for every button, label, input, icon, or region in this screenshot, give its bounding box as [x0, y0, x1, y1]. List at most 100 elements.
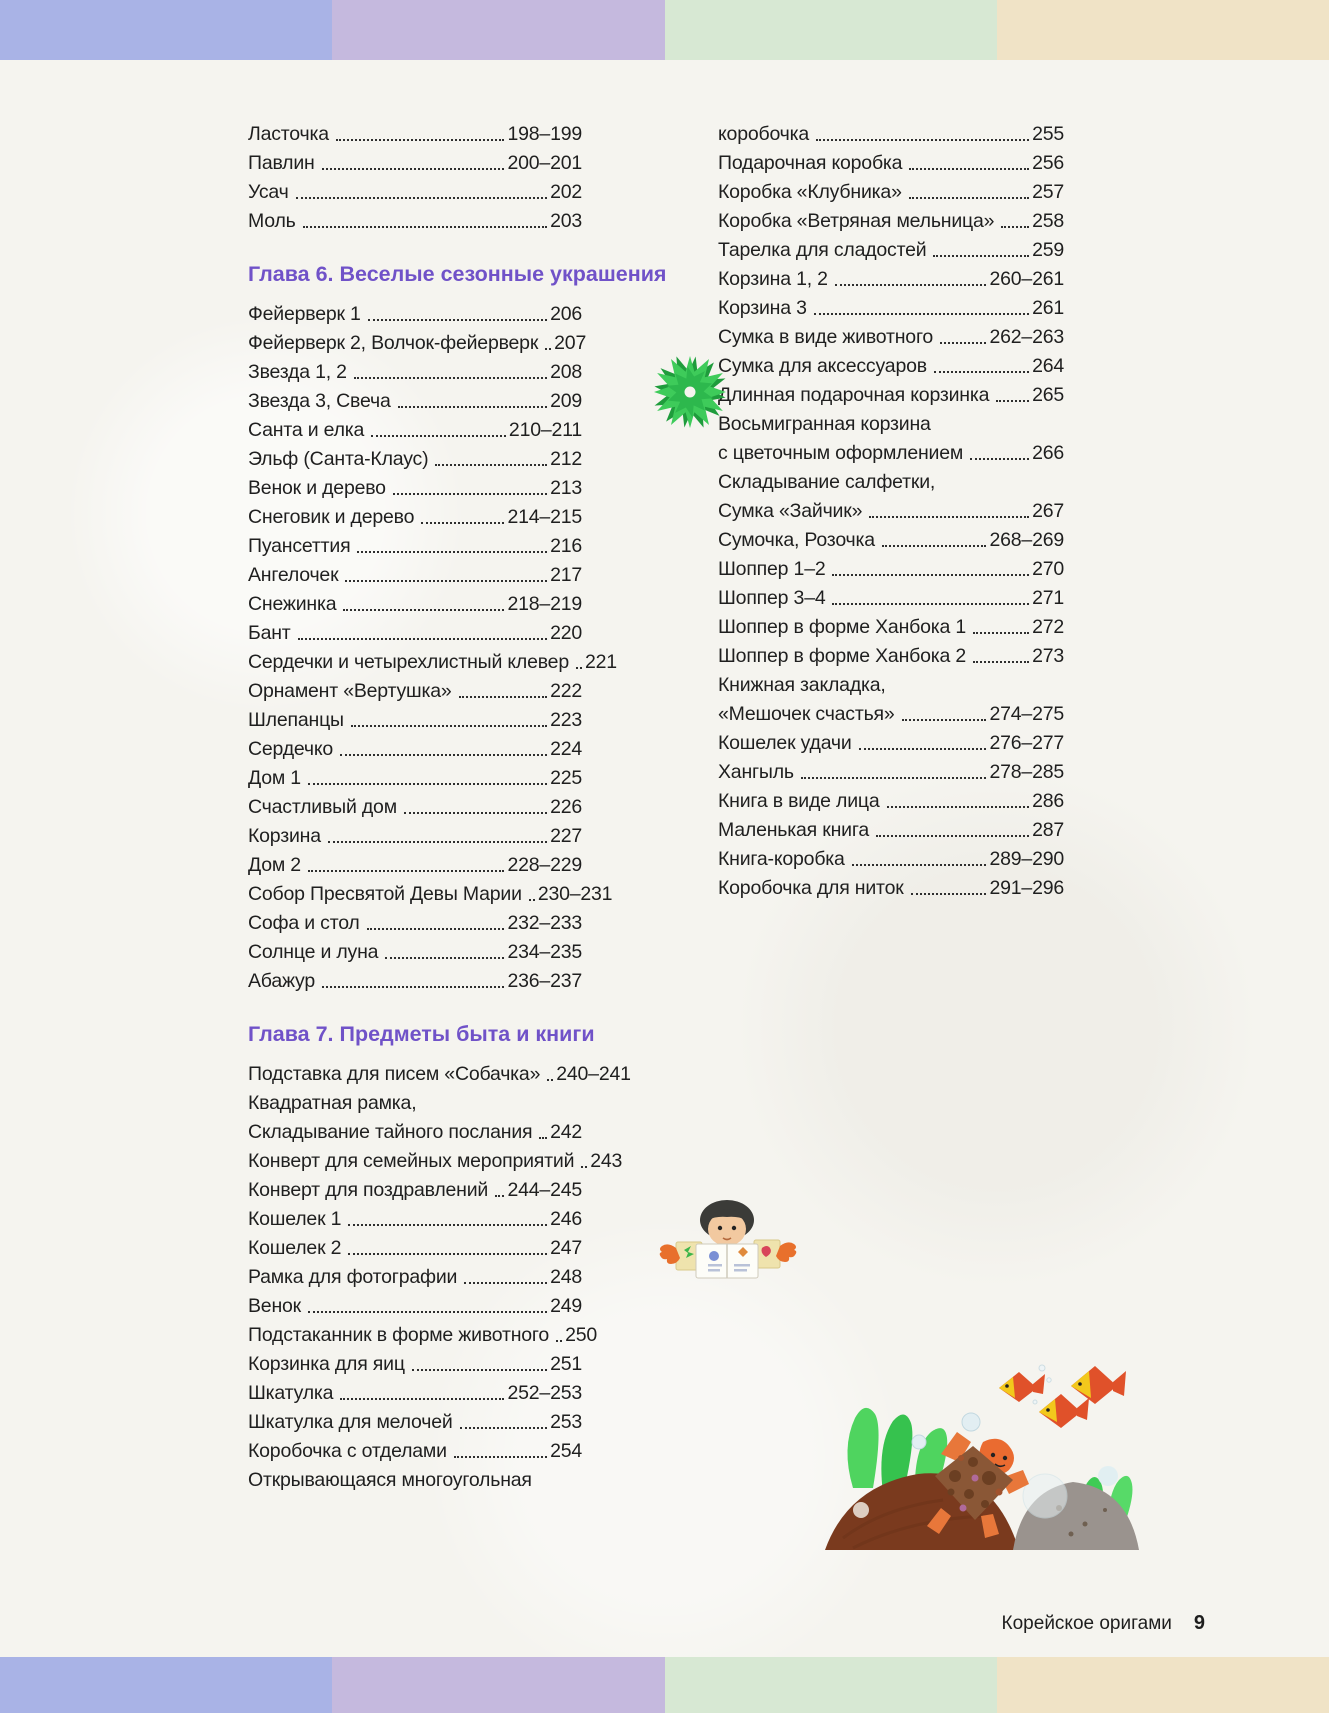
toc-entry-title: Сердечки и четырехлистный клевер [248, 651, 569, 673]
toc-entry-pages: 253 [550, 1411, 582, 1433]
toc-entry-title: Книга в виде лица [718, 790, 880, 812]
dot-leader [940, 342, 987, 344]
toc-entry-title: Звезда 1, 2 [248, 361, 347, 383]
dot-leader [875, 835, 1030, 837]
toc-entry: Снеговик и дерево 214–215 [248, 500, 582, 529]
toc-entry: Коробочка для ниток 291–296 [718, 871, 1064, 900]
doll-icon [659, 1200, 797, 1279]
toc-entry: Венок и дерево 213 [248, 471, 582, 500]
toc-entry-pages: 236–237 [507, 970, 582, 992]
toc-entry-title: Звезда 3, Свеча [248, 390, 391, 412]
toc-entry-pages: 247 [550, 1237, 582, 1259]
toc-entry-pages: 244–245 [507, 1179, 582, 1201]
toc-entry-title: Подарочная коробка [718, 152, 903, 174]
dot-leader [933, 371, 1030, 373]
toc-entry-pages: 200–201 [507, 152, 582, 174]
toc-entry-pages: 271 [1032, 587, 1064, 609]
toc-entry-pages: 218–219 [507, 593, 582, 615]
toc-entry-pages: 213 [550, 477, 582, 499]
toc-entry-pages: 232–233 [507, 912, 582, 934]
toc-entry: Бант 220 [248, 616, 582, 645]
toc-entry-pages: 265 [1032, 384, 1064, 406]
toc-entry: Шкатулка 252–253 [248, 1376, 582, 1405]
toc-entry-pages: 276–277 [989, 732, 1064, 754]
dot-leader [435, 464, 548, 466]
dot-leader [327, 841, 548, 843]
toc-entry-title: Санта и елка [248, 419, 365, 441]
dot-leader [908, 197, 1030, 199]
toc-entry: с цветочным оформлением 266 [718, 436, 1064, 465]
dot-leader [302, 226, 548, 228]
toc-entry: Снежинка 218–219 [248, 587, 582, 616]
dot-leader [348, 1253, 548, 1255]
toc-entry-pages: 243 [590, 1150, 623, 1172]
toc-entry-pages: 267 [1032, 500, 1064, 522]
toc-entry-title: Конверт для поздравлений [248, 1179, 489, 1201]
toc-entry-pages: 224 [550, 738, 582, 760]
toc-entry-title: Рамка для фотографии [248, 1266, 458, 1288]
dot-leader [371, 435, 506, 437]
toc-entry-title: Шкатулка для мелочей [248, 1411, 453, 1433]
color-bar-segment [332, 1657, 665, 1713]
footer-book-title: Корейское оригами [1001, 1613, 1172, 1634]
toc-entry: Кошелек 1 246 [248, 1202, 582, 1231]
toc-entry-title: Открывающаяся многоугольная [248, 1469, 532, 1491]
dot-leader [367, 319, 548, 321]
toc-entry-title: Софа и стол [248, 912, 360, 934]
toc-entry-pages: 250 [565, 1324, 597, 1346]
toc-entry-title: Шоппер в форме Ханбока 2 [718, 645, 967, 667]
dot-leader [909, 168, 1030, 170]
toc-entry-pages: 268–269 [989, 529, 1064, 551]
dot-leader [1001, 226, 1030, 228]
bottom-color-bar [0, 1657, 1329, 1713]
toc-entry: Длинная подарочная корзинка 265 [718, 378, 1064, 407]
toc-entry-title: Шоппер в форме Ханбока 1 [718, 616, 967, 638]
toc-entry: Санта и елка 210–211 [248, 413, 582, 442]
toc-entry: Корзинка для яиц 251 [248, 1347, 582, 1376]
toc-entry: Подарочная коробка 256 [718, 146, 1064, 175]
toc-entry-pages: 240–241 [556, 1063, 631, 1085]
dot-leader [345, 580, 548, 582]
toc-entry-title: Усач [248, 181, 289, 203]
toc-entry-pages: 252–253 [507, 1382, 582, 1404]
toc-entry: Открывающаяся многоугольная [248, 1463, 582, 1492]
toc-entry-title: Корзина 3 [718, 297, 807, 319]
chapter-heading: Глава 6. Веселые сезонные украшения [248, 262, 667, 286]
dot-leader [834, 284, 987, 286]
dot-leader [581, 1166, 588, 1168]
toc-entry-pages: 217 [550, 564, 582, 586]
toc-entry-pages: 289–290 [989, 848, 1064, 870]
toc-entry-title: Шлепанцы [248, 709, 344, 731]
toc-entry-pages: 254 [550, 1440, 582, 1462]
toc-entry: Шоппер 3–4 271 [718, 581, 1064, 610]
toc-entry-title: Моль [248, 210, 296, 232]
dot-leader [340, 1398, 505, 1400]
toc-entry: Коробка «Ветряная мельница» 258 [718, 204, 1064, 233]
color-bar-segment [332, 0, 665, 60]
color-bar-segment [664, 0, 997, 60]
page-footer: Корейское оригами 9 [0, 1612, 1205, 1635]
toc-entry-title: Тарелка для сладостей [718, 239, 927, 261]
dot-leader [322, 986, 505, 988]
toc-entry: Книжная закладка, [718, 668, 1064, 697]
toc-entry-pages: 202 [550, 181, 582, 203]
toc-entry-pages: 212 [550, 448, 582, 470]
toc-entry-title: Фейерверк 2, Волчок-фейерверк [248, 332, 539, 354]
toc-entry-title: Сумка для аксессуаров [718, 355, 927, 377]
dot-leader [545, 348, 552, 350]
toc-entry: Восьмигранная корзина [718, 407, 1064, 436]
dot-leader [933, 255, 1030, 257]
toc-entry: Шлепанцы 223 [248, 703, 582, 732]
toc-entry-pages: 221 [584, 651, 617, 673]
dot-leader [353, 377, 548, 379]
toc-entry: Звезда 3, Свеча 209 [248, 384, 582, 413]
dot-leader [348, 1224, 548, 1226]
toc-entry: Звезда 1, 2 208 [248, 355, 582, 384]
dot-leader [464, 1282, 548, 1284]
toc-entry-title: Кошелек удачи [718, 732, 852, 754]
origami-fish [999, 1366, 1126, 1428]
toc-entry-title: Снеговик и дерево [248, 506, 415, 528]
toc-entry-title: Сумка в виде животного [718, 326, 934, 348]
paper-doll-with-book [658, 1196, 798, 1296]
toc-entry-title: Хангыль [718, 761, 794, 783]
